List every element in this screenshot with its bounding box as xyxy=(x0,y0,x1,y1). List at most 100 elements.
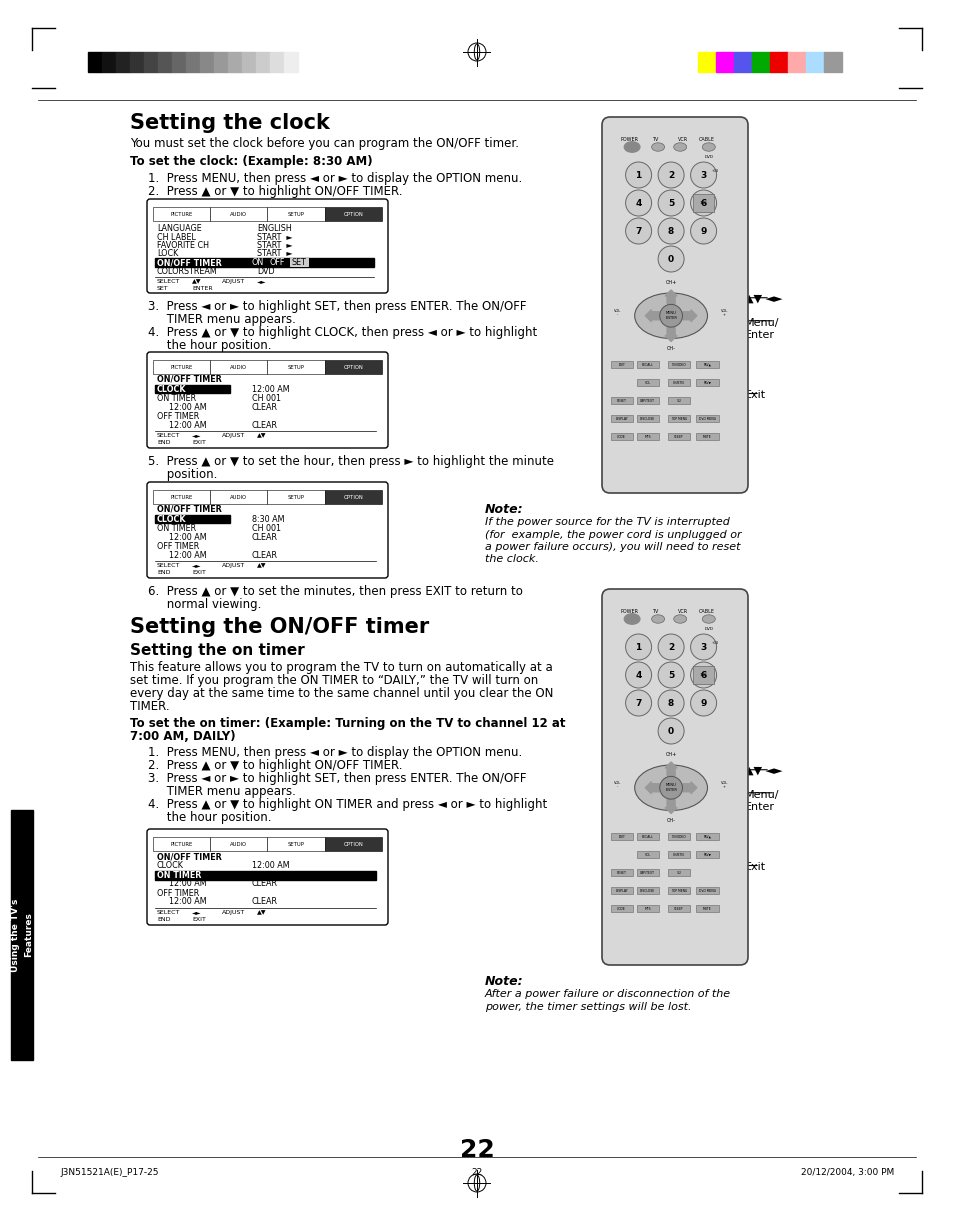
Bar xyxy=(610,905,632,912)
Circle shape xyxy=(658,245,683,272)
Text: 22: 22 xyxy=(459,1138,494,1162)
Text: You must set the clock before you can program the ON/OFF timer.: You must set the clock before you can pr… xyxy=(130,137,518,150)
Text: 22: 22 xyxy=(471,1168,482,1177)
Text: MTS: MTS xyxy=(644,435,650,438)
Circle shape xyxy=(658,219,683,244)
Bar xyxy=(210,490,267,504)
Bar xyxy=(200,53,213,72)
Circle shape xyxy=(625,190,651,216)
Bar xyxy=(667,833,689,840)
Text: ◄►: ◄► xyxy=(192,433,201,438)
FancyBboxPatch shape xyxy=(601,117,747,493)
Text: 1: 1 xyxy=(635,642,641,652)
Text: +10: +10 xyxy=(711,168,718,172)
Text: 3: 3 xyxy=(700,171,706,179)
Text: START  ►: START ► xyxy=(256,241,293,250)
Text: OPTION: OPTION xyxy=(343,365,363,370)
Bar xyxy=(210,208,267,221)
Text: PICTURE: PICTURE xyxy=(171,365,193,370)
Text: VCR: VCR xyxy=(677,137,687,142)
Bar xyxy=(610,414,632,421)
Text: 1.  Press MENU, then press ◄ or ► to display the OPTION menu.: 1. Press MENU, then press ◄ or ► to disp… xyxy=(148,746,521,759)
Text: CODE: CODE xyxy=(617,435,625,438)
Text: 8: 8 xyxy=(667,698,674,707)
Text: PICTURE: PICTURE xyxy=(171,495,193,501)
Text: PICTURE: PICTURE xyxy=(171,842,193,847)
Text: RESET: RESET xyxy=(616,398,626,403)
Text: SET: SET xyxy=(292,258,306,266)
Text: ◄►: ◄► xyxy=(256,280,266,284)
Text: a power failure occurs), you will need to reset: a power failure occurs), you will need t… xyxy=(484,542,740,552)
Text: After a power failure or disconnection of the: After a power failure or disconnection o… xyxy=(484,989,730,999)
Text: ▲▼: ▲▼ xyxy=(192,280,201,284)
Bar xyxy=(696,432,718,440)
Text: 5.  Press ▲ or ▼ to set the hour, then press ► to highlight the minute: 5. Press ▲ or ▼ to set the hour, then pr… xyxy=(148,455,554,468)
Text: 3.  Press ◄ or ► to highlight SET, then press ENTER. The ON/OFF: 3. Press ◄ or ► to highlight SET, then p… xyxy=(148,300,526,313)
Text: 12:00 AM: 12:00 AM xyxy=(169,420,207,430)
Text: TIMER.: TIMER. xyxy=(130,700,170,713)
Bar xyxy=(154,385,230,393)
Text: 3.  Press ◄ or ► to highlight SET, then press ENTER. The ON/OFF: 3. Press ◄ or ► to highlight SET, then p… xyxy=(148,772,526,785)
Text: 5: 5 xyxy=(667,670,674,680)
Bar xyxy=(270,53,284,72)
Text: CAP/TEXT: CAP/TEXT xyxy=(639,871,655,874)
Bar xyxy=(698,53,716,72)
Text: Menu/: Menu/ xyxy=(744,790,779,800)
Text: OPTION: OPTION xyxy=(343,212,363,217)
Text: OFF: OFF xyxy=(270,258,285,267)
Text: TIMER menu appears.: TIMER menu appears. xyxy=(148,785,295,799)
Text: OPTION: OPTION xyxy=(343,842,363,847)
Bar xyxy=(610,886,632,894)
Text: CH+: CH+ xyxy=(665,752,676,757)
Bar xyxy=(610,833,632,840)
Text: J3N51521A(E)_P17-25: J3N51521A(E)_P17-25 xyxy=(60,1168,158,1177)
Text: CABLE: CABLE xyxy=(698,137,714,142)
Bar xyxy=(242,53,255,72)
Text: TOP MENU: TOP MENU xyxy=(670,416,686,420)
Text: 12:00 AM: 12:00 AM xyxy=(169,879,207,889)
Bar xyxy=(667,397,689,403)
Bar xyxy=(116,53,130,72)
Circle shape xyxy=(625,662,651,687)
Text: 7:00 AM, DAILY): 7:00 AM, DAILY) xyxy=(130,730,235,744)
Text: CLOCK: CLOCK xyxy=(157,385,186,393)
Bar xyxy=(636,905,659,912)
Bar xyxy=(88,53,102,72)
Bar xyxy=(152,838,210,851)
Text: CH LABEL: CH LABEL xyxy=(157,232,195,242)
Bar xyxy=(152,208,210,221)
Bar xyxy=(636,432,659,440)
Text: CODE: CODE xyxy=(617,906,625,911)
Text: RECALL: RECALL xyxy=(641,834,653,839)
Text: ◄►: ◄► xyxy=(192,910,201,915)
Text: VOL
-: VOL - xyxy=(614,780,620,789)
Text: TV/VIDEO: TV/VIDEO xyxy=(671,834,685,839)
Text: DISPLAY: DISPLAY xyxy=(615,889,627,893)
FancyArrow shape xyxy=(664,291,677,304)
Bar xyxy=(696,886,718,894)
Text: 5: 5 xyxy=(667,199,674,208)
Text: 12:00 AM: 12:00 AM xyxy=(252,385,290,393)
Text: AUDIO: AUDIO xyxy=(230,842,247,847)
Text: +10: +10 xyxy=(711,641,718,645)
Text: SETUP: SETUP xyxy=(288,212,304,217)
Text: Enter: Enter xyxy=(744,802,774,812)
Text: CH-: CH- xyxy=(666,347,675,352)
Text: 6.  Press ▲ or ▼ to set the minutes, then press EXIT to return to: 6. Press ▲ or ▼ to set the minutes, then… xyxy=(148,585,522,598)
Text: CH/BTN: CH/BTN xyxy=(673,381,684,385)
Text: CAP/TEXT: CAP/TEXT xyxy=(639,398,655,403)
Text: COLORSTREAM: COLORSTREAM xyxy=(157,266,217,276)
Text: Using the TV's
Features: Using the TV's Features xyxy=(11,899,32,972)
Text: CH 001: CH 001 xyxy=(252,871,281,880)
Text: (for  example, the power cord is unplugged or: (for example, the power cord is unplugge… xyxy=(484,530,740,540)
Ellipse shape xyxy=(651,615,664,623)
Circle shape xyxy=(690,190,716,216)
Bar xyxy=(290,258,308,265)
Text: TIMER menu appears.: TIMER menu appears. xyxy=(148,313,295,326)
Ellipse shape xyxy=(623,142,639,153)
Bar xyxy=(696,414,718,421)
Text: SLEEP: SLEEP xyxy=(674,906,683,911)
Bar xyxy=(324,490,381,504)
Bar xyxy=(324,208,381,221)
Text: MTS: MTS xyxy=(644,906,650,911)
